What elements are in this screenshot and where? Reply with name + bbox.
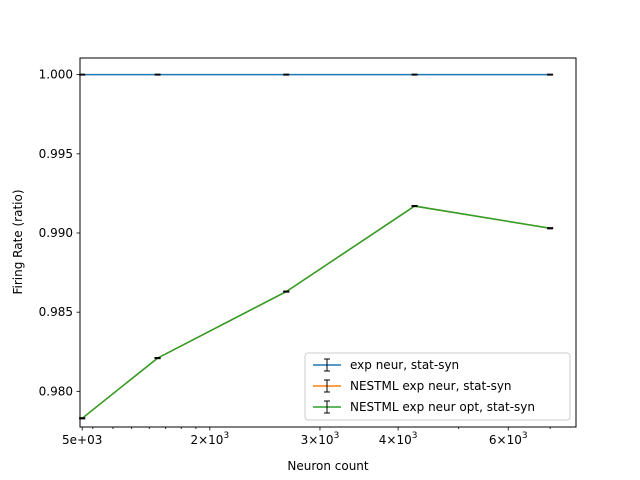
x-tick-label: 5e+03: [62, 433, 102, 447]
x-tick-mantissa: 4×10: [379, 433, 412, 447]
x-tick-label: 6×103: [489, 431, 528, 447]
y-tick-label: 0.985: [39, 305, 73, 319]
x-tick-label: 2×103: [190, 431, 229, 447]
legend-box: [304, 352, 571, 421]
x-tick-mantissa: 3×10: [301, 433, 334, 447]
x-axis: 5e+03 2×103 3×103 4×103 6×103: [62, 427, 551, 447]
x-tick-mantissa: 2×10: [190, 433, 223, 447]
y-tick-label: 0.990: [39, 226, 73, 240]
legend-entry: exp neur, stat-syn: [313, 358, 459, 372]
x-tick-mantissa: 5e+03: [62, 433, 102, 447]
x-tick-exponent: 3: [334, 431, 340, 441]
legend-entry: NESTML exp neur, stat-syn: [313, 379, 512, 393]
legend-label: exp neur, stat-syn: [350, 358, 459, 372]
y-axis: 0.980 0.985 0.990 0.995 1.000: [39, 68, 80, 398]
x-tick-exponent: 3: [412, 431, 418, 441]
plot-frame: [79, 57, 577, 428]
legend-label: NESTML exp neur opt, stat-syn: [350, 400, 535, 414]
legend-label: NESTML exp neur, stat-syn: [350, 379, 512, 393]
x-tick-label: 3×103: [301, 431, 340, 447]
series-layer: [79, 73, 554, 420]
y-tick-label: 0.995: [39, 147, 73, 161]
legend: exp neur, stat-syn NESTML exp neur, stat-…: [304, 352, 571, 421]
x-tick-exponent: 3: [223, 431, 229, 441]
y-tick-label: 1.000: [39, 68, 73, 82]
x-axis-label: Neuron count: [287, 459, 369, 473]
x-tick-mantissa: 6×10: [489, 433, 522, 447]
x-tick-exponent: 3: [522, 431, 528, 441]
series-1: [79, 73, 554, 76]
y-axis-label: Firing Rate (ratio): [11, 189, 25, 294]
y-tick-label: 0.980: [39, 384, 73, 398]
x-tick-label: 4×103: [379, 431, 418, 447]
legend-entry: NESTML exp neur opt, stat-syn: [313, 400, 535, 414]
